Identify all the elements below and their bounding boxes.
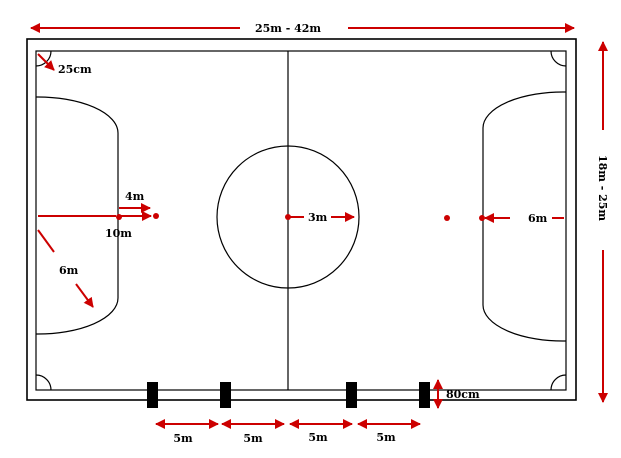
penalty-area-right	[482, 91, 567, 342]
corner-arc-top-right	[550, 50, 567, 67]
substitution-mark-3	[346, 382, 357, 408]
penalty-spot-right	[479, 215, 485, 221]
substitution-mark-1	[147, 382, 158, 408]
field-lines	[35, 50, 567, 391]
substitution-mark-2	[220, 382, 231, 408]
substitution-mark-4	[419, 382, 430, 408]
spacing-label-1: 5m	[173, 432, 193, 445]
penalty-area-left-label: 6m	[59, 264, 79, 277]
corner-radius-label: 25cm	[58, 63, 92, 76]
center-radius-label: 3m	[308, 211, 328, 224]
six-m-arrow-upper	[37, 229, 55, 253]
corner-arc-bottom-right	[550, 374, 567, 391]
four-m-label: 4m	[125, 190, 145, 203]
outer-boundary	[26, 38, 577, 401]
width-label: 18m - 25m	[596, 155, 609, 221]
spacing-label-2: 5m	[243, 432, 263, 445]
center-circle	[216, 145, 360, 289]
spacing-label-4: 5m	[376, 431, 396, 444]
sub-depth-label: 80cm	[446, 388, 480, 401]
spacing-label-3: 5m	[308, 431, 328, 444]
ten-m-label: 10m	[105, 227, 132, 240]
second-penalty-spot-right	[444, 215, 450, 221]
corner-arc-bottom-left	[35, 374, 52, 391]
second-penalty-spot-left	[153, 213, 159, 219]
length-label: 25m - 42m	[255, 22, 321, 35]
six-m-arrow-lower	[75, 283, 94, 308]
corner-arrow	[37, 53, 55, 71]
penalty-area-right-label: 6m	[528, 212, 548, 225]
